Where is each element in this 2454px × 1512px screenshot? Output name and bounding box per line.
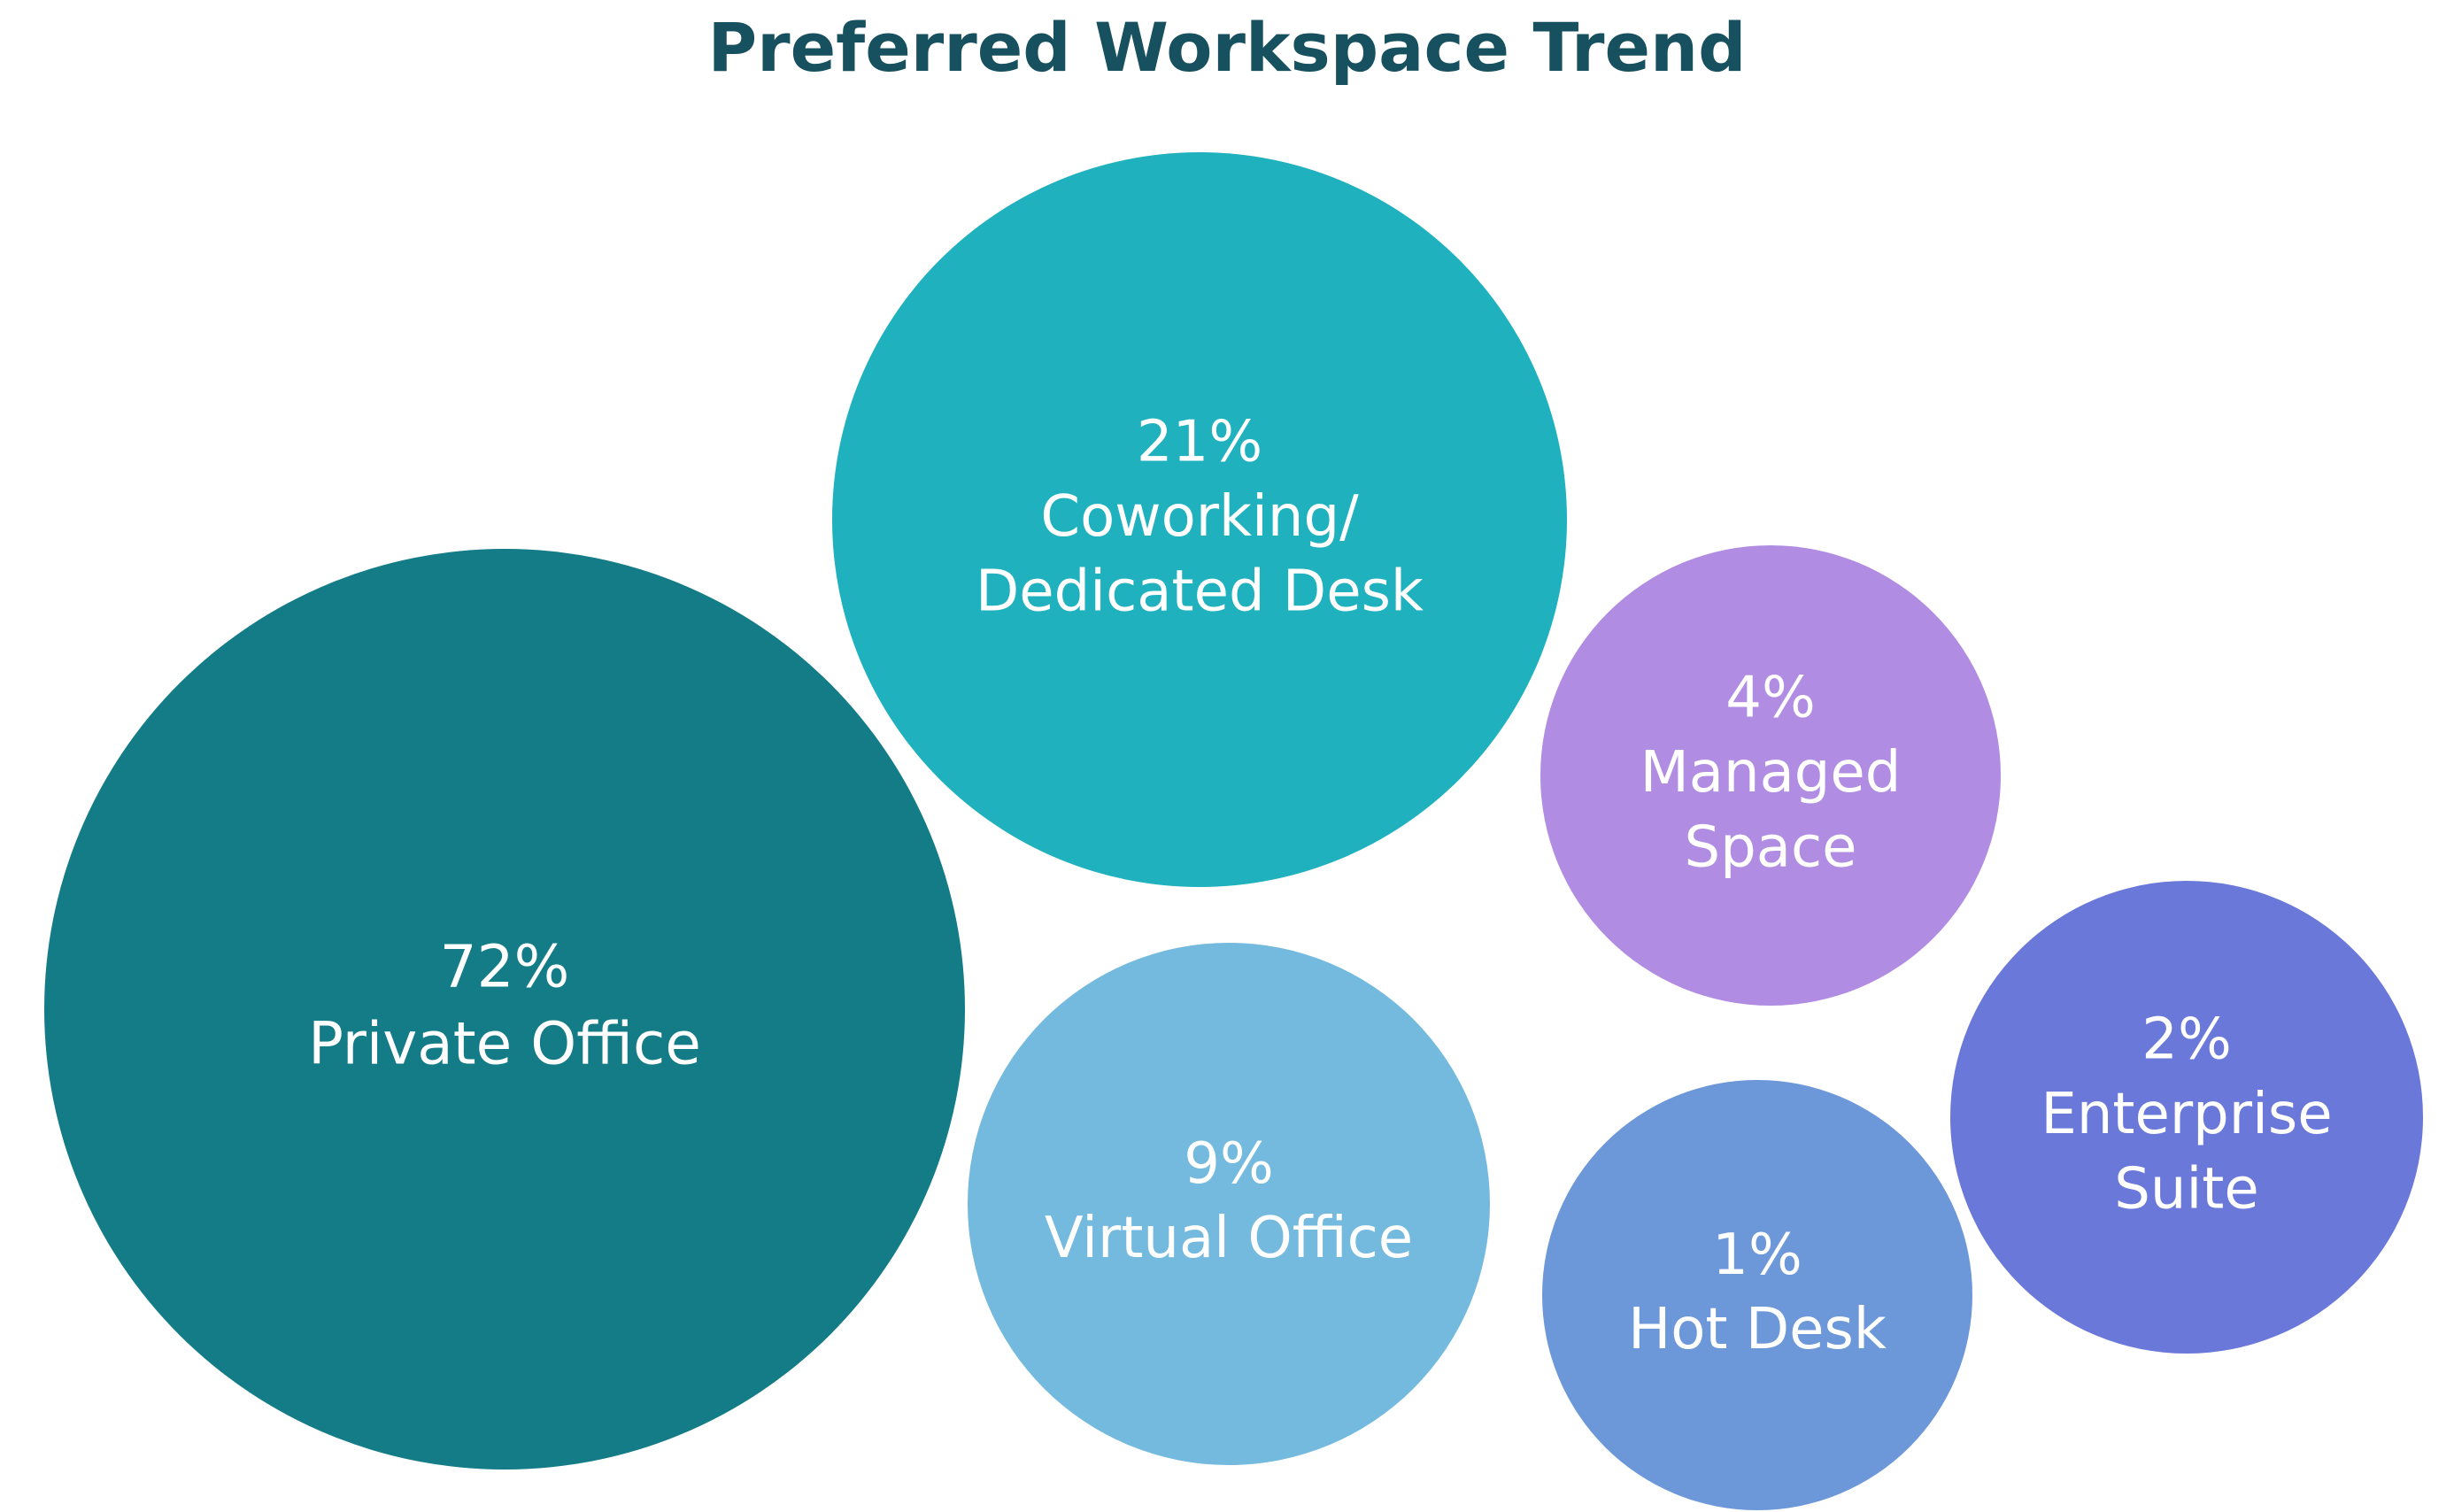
bubble-category-label: Virtual Office [1045,1206,1413,1271]
bubble-hot-desk: 1% Hot Desk [1542,1080,1972,1510]
bubble-label-hot-desk: 1% Hot Desk [1628,1222,1887,1362]
bubble-virtual-office: 9% Virtual Office [968,943,1490,1465]
bubble-private-office: 72% Private Office [44,549,965,1470]
bubble-value-label: 4% [1725,665,1816,730]
bubble-label-coworking-dedicated-desk: 21% Coworking/Dedicated Desk [976,409,1424,624]
bubble-circle-virtual-office [968,943,1490,1465]
bubble-circle-enterprise-suite [1950,881,2423,1354]
bubble-value-label: 2% [2141,1007,2232,1072]
bubble-circle-private-office [44,549,965,1470]
bubble-label-managed-space: 4% Managed Space [1640,665,1902,880]
bubble-category-label: Enterprise [2041,1082,2332,1147]
bubble-value-label: 9% [1184,1130,1274,1196]
bubble-value-label: 1% [1712,1222,1802,1287]
bubble-label-enterprise-suite: 2% Enterprise Suite [2041,1007,2332,1222]
bubble-circle-coworking-dedicated-desk [832,152,1567,887]
bubble-circle-managed-space [1540,545,2001,1006]
bubble-category-label: Private Office [308,1010,701,1078]
bubble-category-label: Dedicated Desk [976,559,1424,624]
chart-title: Preferred Workspace Trend [707,8,1747,87]
bubble-managed-space: 4% Managed Space [1540,545,2001,1006]
bubble-value-label: 21% [1137,409,1262,474]
bubble-category-label: Hot Desk [1628,1297,1887,1362]
bubble-category-label: Space [1684,814,1856,880]
bubble-category-label: Managed [1640,740,1902,806]
bubble-category-label: Coworking/ [1040,484,1359,550]
bubble-label-private-office: 72% Private Office [308,933,701,1078]
bubble-label-virtual-office: 9% Virtual Office [1045,1130,1413,1270]
bubble-value-label: 72% [440,933,570,1001]
bubble-coworking-dedicated-desk: 21% Coworking/Dedicated Desk [832,152,1567,887]
bubble-category-label: Suite [2114,1156,2258,1222]
bubble-enterprise-suite: 2% Enterprise Suite [1950,881,2423,1354]
bubble-circle-hot-desk [1542,1080,1972,1510]
